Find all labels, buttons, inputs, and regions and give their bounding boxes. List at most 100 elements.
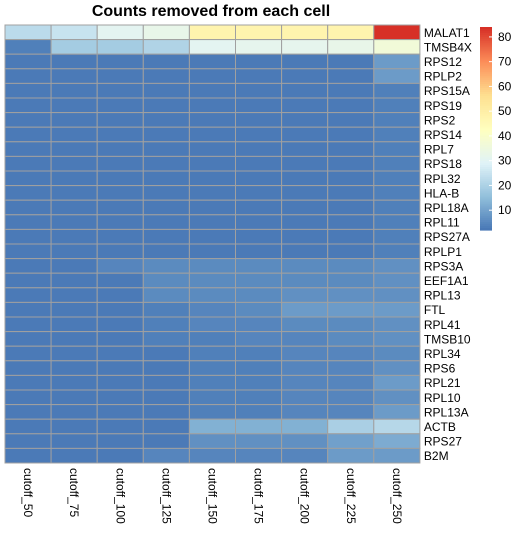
heatmap-cell [96,126,144,143]
legend-color-step [480,87,492,91]
legend-color-step [480,227,492,231]
heatmap-cell [50,433,98,449]
legend-color-step [480,197,492,201]
heatmap-cell [50,316,98,333]
heatmap-cell [188,301,236,318]
heatmap-cell [235,199,283,216]
heatmap-cell [327,243,375,260]
heatmap-cell [373,126,421,143]
heatmap-cell [96,228,144,245]
row-label: RPL21 [424,376,461,390]
heatmap-cell [188,287,236,303]
legend-color-step [480,39,492,42]
legend-color-step [480,63,492,67]
heatmap-cell [96,287,144,303]
heatmap-cell [188,199,236,216]
legend-color-step [480,124,492,128]
heatmap-cell [188,214,236,230]
legend-color-step [480,128,492,132]
heatmap-cell [327,447,375,464]
column-label: cutoff_250 [390,468,404,524]
heatmap-cell [50,155,98,172]
legend-color-step [480,114,492,117]
heatmap-cell [4,301,52,318]
heatmap-cell [281,418,329,435]
heatmap-cell [50,228,98,245]
heatmap-cell [188,433,236,449]
legend-color-step [480,142,492,146]
heatmap-cell [188,39,236,55]
heatmap-cell [96,112,144,128]
heatmap-cell [96,214,144,230]
heatmap-cell [4,272,52,289]
heatmap-cell [235,433,283,449]
legend-color-step [480,152,492,156]
heatmap-cell [235,97,283,114]
heatmap-cell [235,404,283,420]
heatmap-cell [50,345,98,362]
heatmap-cell [373,243,421,260]
legend-color-step [480,37,492,40]
heatmap-cell [188,228,236,245]
heatmap-cell [373,199,421,216]
heatmap-cell [96,82,144,99]
heatmap-cell [188,97,236,114]
legend-color-step [480,126,492,130]
heatmap-cell [50,126,98,143]
heatmap-cell [281,68,329,84]
legend-tick-label: 60 [498,79,512,93]
heatmap-cell [188,112,236,128]
heatmap-cell [50,185,98,201]
legend-color-step [480,213,492,217]
heatmap-cell [142,39,190,55]
heatmap-cell [96,316,144,333]
heatmap-cell [4,214,52,230]
heatmap-cell [50,389,98,406]
heatmap-cell [327,185,375,201]
heatmap-cell [96,433,144,449]
heatmap-cell [327,433,375,449]
heatmap-cell [96,404,144,420]
heatmap-cell [235,39,283,55]
legend-color-step [480,100,492,103]
legend-tick-label: 50 [498,104,512,118]
legend-color-step [480,217,492,221]
heatmap-cell [327,258,375,274]
heatmap-cell [373,24,421,41]
heatmap-cell [50,141,98,157]
heatmap-cell [96,53,144,70]
heatmap-cell [142,126,190,143]
heatmap-cell [142,199,190,216]
legend-color-step [480,163,492,166]
heatmap-cell [50,199,98,216]
heatmap-cell [281,287,329,303]
heatmap-cell [373,345,421,362]
heatmap-cell [142,53,190,70]
heatmap-cell [373,433,421,449]
heatmap-cell [96,68,144,84]
color-legend: 10 20 30 40 50 60 70 80 [480,27,512,231]
row-labels: MALAT1TMSB4XRPS12RPLP2RPS15ARPS19RPS2RPS… [424,26,472,463]
legend-color-step [480,69,492,73]
heatmap-cell [281,155,329,172]
heatmap-cell [281,404,329,420]
heatmap-cell [4,155,52,172]
heatmap-cell [96,97,144,114]
heatmap-cell [4,53,52,70]
heatmap-cell [96,141,144,157]
heatmap-cell [235,155,283,172]
legend-color-step [480,130,492,134]
legend-color-step [480,193,492,197]
heatmap-cell [327,126,375,143]
legend-color-step [480,55,492,59]
heatmap-cell [281,126,329,143]
heatmap-cell [142,374,190,391]
heatmap-cell [327,155,375,172]
heatmap-cell [235,170,283,187]
heatmap-cell [4,24,52,41]
heatmap-cell [235,243,283,260]
heatmap-cell [188,258,236,274]
heatmap-cell [235,82,283,99]
heatmap-cell [4,433,52,449]
